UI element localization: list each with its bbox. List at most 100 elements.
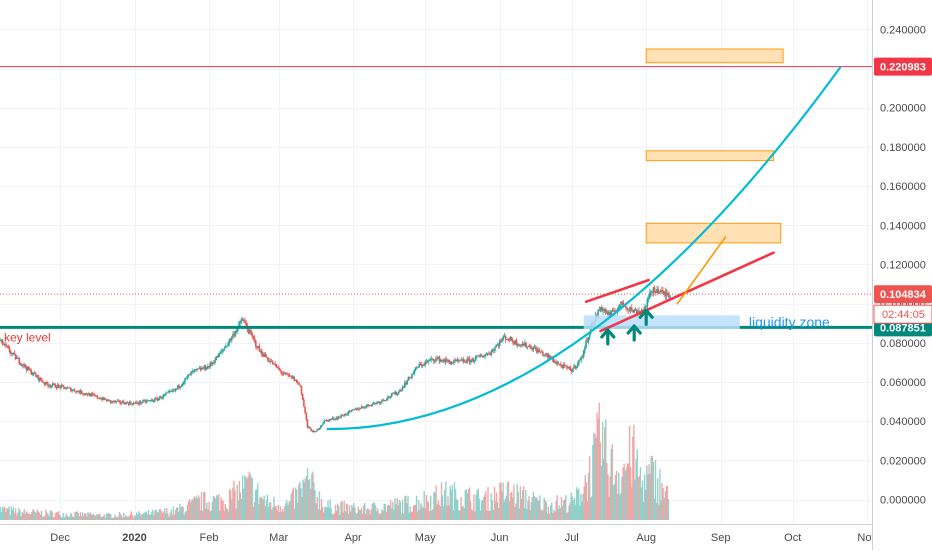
candle — [334, 419, 336, 420]
candle — [333, 418, 335, 420]
candle — [161, 398, 163, 399]
candle — [286, 373, 288, 374]
candle — [434, 361, 436, 362]
x-tick-label: Apr — [345, 532, 362, 544]
candle — [366, 406, 368, 408]
candle — [481, 356, 483, 357]
x-tick-label: Feb — [200, 532, 219, 544]
candle — [55, 384, 57, 387]
candle — [86, 393, 88, 394]
y-tick-label: 0.200000 — [880, 103, 926, 115]
candle — [448, 360, 450, 362]
candle — [97, 396, 99, 398]
candle — [81, 391, 83, 394]
candle — [360, 409, 362, 410]
candle — [533, 348, 535, 350]
candle — [304, 407, 306, 413]
candle — [34, 373, 36, 375]
x-tick-label: Sep — [711, 532, 731, 544]
candle — [649, 293, 651, 298]
candle — [278, 367, 280, 369]
candle — [24, 364, 26, 367]
parabolic-curve[interactable] — [327, 67, 841, 429]
y-tick-label: 0.020000 — [880, 455, 926, 467]
candle — [621, 302, 623, 303]
candle — [303, 400, 305, 407]
candle — [279, 369, 281, 371]
countdown-label: 02:44:05 — [882, 309, 925, 321]
candle — [123, 401, 125, 403]
y-tick-label: 0.240000 — [880, 24, 926, 36]
candle — [354, 410, 356, 411]
candle — [320, 426, 322, 428]
candle — [301, 386, 303, 394]
candle — [77, 391, 79, 392]
candle — [525, 343, 527, 347]
candle — [40, 378, 42, 381]
candle — [63, 386, 65, 388]
candle — [298, 383, 300, 385]
candle — [227, 343, 229, 346]
y-tick-label: 0.160000 — [880, 181, 926, 193]
grid — [0, 0, 872, 524]
candle — [398, 392, 400, 394]
candle — [424, 362, 426, 365]
candle — [570, 368, 572, 370]
candle — [213, 363, 215, 364]
candle — [390, 397, 392, 398]
candle — [488, 354, 490, 355]
candle — [417, 367, 419, 368]
target-zone-box[interactable] — [646, 151, 773, 161]
projection-line[interactable] — [677, 237, 725, 304]
candle — [302, 394, 304, 400]
candle — [153, 401, 155, 402]
trend-line[interactable] — [586, 280, 648, 302]
candle — [171, 391, 173, 392]
candle — [475, 357, 477, 361]
candle — [9, 348, 11, 352]
candle — [74, 390, 76, 392]
x-tick-label: Oct — [784, 532, 801, 544]
candle — [599, 310, 601, 311]
target-zone-box[interactable] — [646, 223, 781, 243]
candle — [130, 402, 132, 404]
candle — [282, 373, 284, 374]
candle — [557, 362, 559, 364]
candle — [245, 323, 247, 326]
candle — [182, 384, 184, 386]
candle — [104, 398, 106, 400]
candle — [613, 310, 615, 312]
candle — [654, 287, 656, 290]
candle — [42, 382, 44, 383]
x-tick-label: Jul — [565, 532, 579, 544]
candle — [58, 385, 60, 386]
candle — [542, 352, 544, 355]
candle — [560, 364, 562, 366]
candle — [266, 357, 268, 358]
candle — [494, 348, 496, 351]
candle — [30, 370, 32, 374]
candle — [127, 402, 129, 403]
candle — [134, 403, 136, 404]
up-arrow-icon[interactable] — [602, 330, 614, 344]
candle — [219, 353, 221, 354]
candle — [428, 361, 430, 362]
candle — [226, 346, 228, 347]
candle — [2, 340, 4, 345]
candle — [18, 358, 20, 363]
candle — [8, 347, 10, 348]
target-zone-box[interactable] — [646, 49, 783, 63]
candle — [582, 357, 584, 358]
candle — [406, 381, 408, 385]
arrow-shape — [602, 330, 614, 344]
candle — [397, 393, 399, 394]
candle — [231, 337, 233, 341]
candle — [385, 400, 387, 401]
candle — [512, 341, 514, 342]
candle — [250, 330, 252, 333]
candle — [619, 305, 621, 308]
y-tick-label: 0.000000 — [880, 495, 926, 507]
